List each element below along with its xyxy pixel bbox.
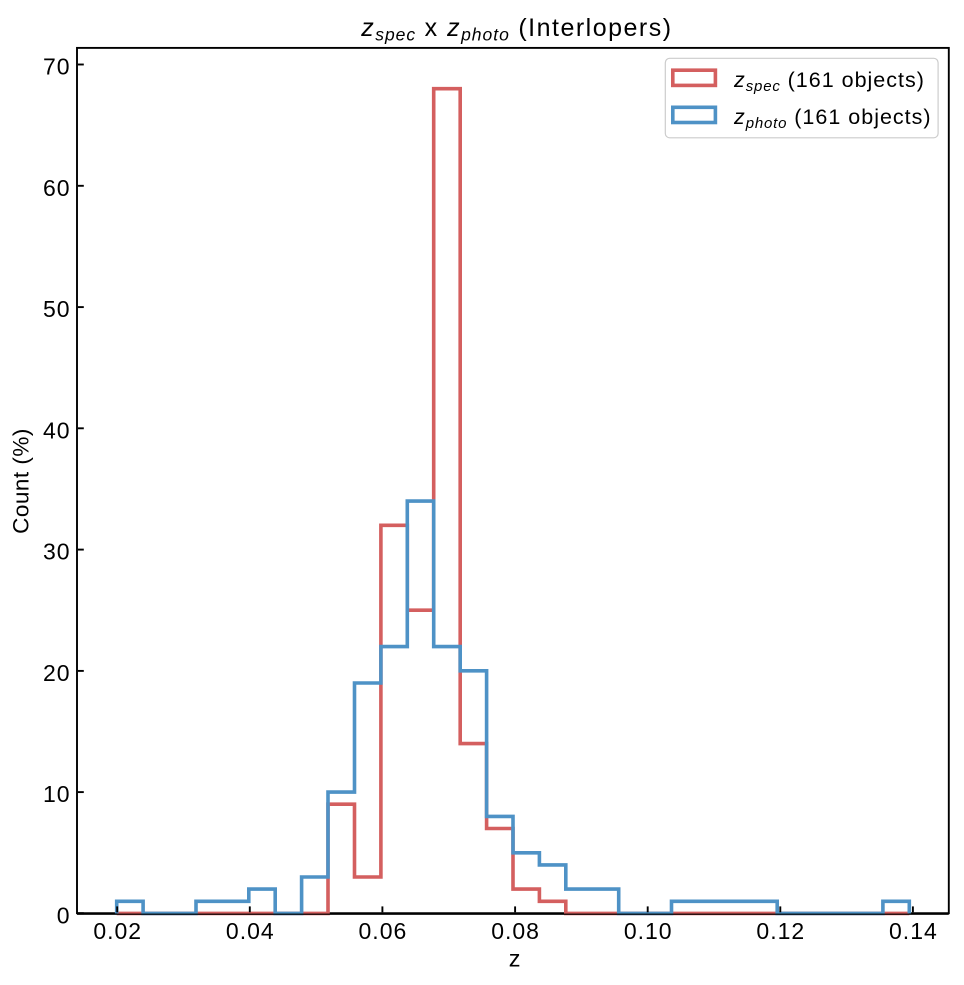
svg-text:zphoto (161 objects): zphoto (161 objects) — [733, 105, 932, 132]
svg-text:40: 40 — [43, 417, 71, 443]
svg-text:0.12: 0.12 — [756, 918, 805, 944]
svg-text:20: 20 — [43, 660, 71, 686]
svg-text:zspec x zphoto (Interlopers): zspec x zphoto (Interlopers) — [360, 14, 672, 45]
svg-text:Count (%): Count (%) — [9, 428, 34, 534]
svg-text:50: 50 — [43, 296, 71, 322]
svg-text:30: 30 — [43, 539, 71, 565]
svg-text:0.06: 0.06 — [359, 918, 408, 944]
svg-text:10: 10 — [43, 781, 71, 807]
svg-text:60: 60 — [43, 175, 71, 201]
svg-text:zspec (161 objects): zspec (161 objects) — [733, 68, 925, 95]
svg-text:0.08: 0.08 — [491, 918, 540, 944]
svg-text:z: z — [509, 946, 521, 972]
svg-text:0.02: 0.02 — [93, 918, 142, 944]
svg-text:70: 70 — [43, 54, 71, 80]
svg-text:0.10: 0.10 — [624, 918, 673, 944]
svg-text:0: 0 — [57, 902, 71, 928]
svg-text:0.04: 0.04 — [226, 918, 275, 944]
svg-text:0.14: 0.14 — [889, 918, 938, 944]
